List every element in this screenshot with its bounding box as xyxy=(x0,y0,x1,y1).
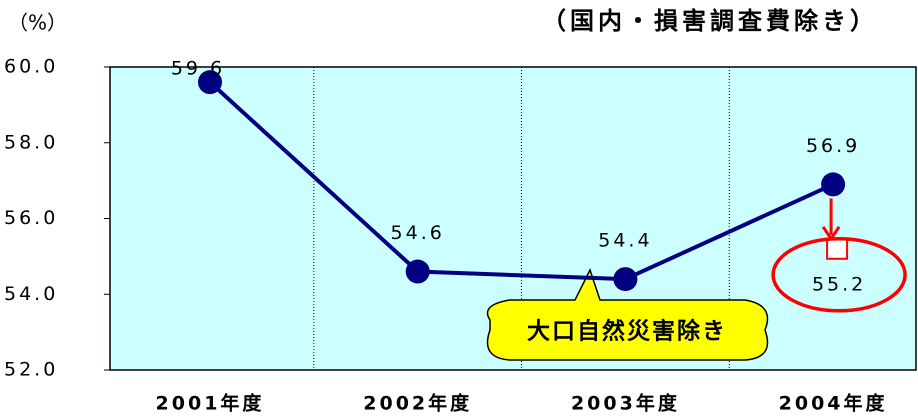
value-label: 54.4 xyxy=(598,230,652,252)
value-label: 56.9 xyxy=(806,135,860,157)
y-tick-label: 56.0 xyxy=(4,207,58,229)
adjusted-label: 55.2 xyxy=(812,273,866,295)
marker xyxy=(821,172,846,197)
value-label: 59.6 xyxy=(171,58,225,80)
y-tick-label: 58.0 xyxy=(4,131,58,153)
marker xyxy=(613,267,638,292)
marker xyxy=(405,259,430,284)
x-tick-label: 2001年度 xyxy=(156,392,265,415)
adjusted-marker xyxy=(826,237,849,260)
y-tick-label: 60.0 xyxy=(4,56,58,78)
highlight-ellipse xyxy=(771,237,907,313)
x-tick-label: 2003年度 xyxy=(571,392,680,415)
callout xyxy=(486,268,769,361)
y-tick-label: 54.0 xyxy=(4,283,58,305)
line xyxy=(208,80,834,282)
x-tick-label: 2004年度 xyxy=(779,392,888,415)
annotation: 大口自然災害除き xyxy=(527,318,727,345)
y-tick-label: 52.0 xyxy=(4,359,58,381)
value-label: 54.6 xyxy=(391,222,445,244)
x-tick-label: 2002年度 xyxy=(363,392,472,415)
y-axis-label: （%） xyxy=(8,11,67,35)
marker xyxy=(198,70,222,95)
subtitle: （国内・損害調査費除き） xyxy=(542,7,878,35)
